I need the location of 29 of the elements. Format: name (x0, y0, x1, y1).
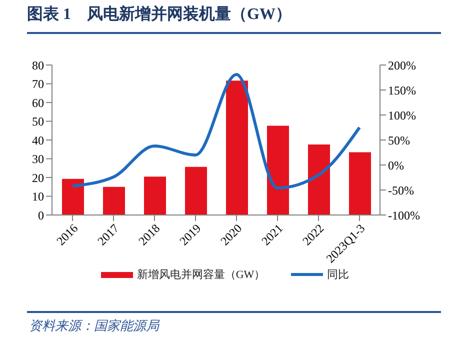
chart-title: 图表 1 风电新增并网装机量（GW） (27, 4, 292, 25)
bar (144, 176, 166, 215)
y-tick-label: 20 (32, 170, 44, 185)
y-tick-label: 40 (32, 133, 44, 148)
bar (267, 126, 289, 215)
bar (349, 152, 371, 215)
bar (308, 144, 330, 215)
y2-tick-label: 50% (388, 133, 410, 148)
bar (226, 80, 248, 215)
bar (185, 166, 207, 215)
y-tick-label: 50 (32, 114, 44, 129)
line-series (71, 73, 361, 190)
y2-tick-label: -50% (388, 183, 414, 198)
y2-tick-label: 200% (388, 58, 416, 72)
y-tick-label: 0 (38, 208, 44, 222)
y-tick-label: 60 (32, 96, 44, 110)
y2-tick-label: 100% (388, 108, 416, 122)
y-tick-label: 80 (32, 58, 44, 72)
y-tick-label: 10 (32, 190, 44, 204)
y2-tick-label: -100% (388, 208, 420, 222)
bar (62, 178, 84, 215)
legend-label: 同比 (326, 268, 350, 282)
y2-tick-label: 150% (388, 83, 416, 98)
y-tick-label: 30 (32, 152, 44, 166)
legend-label: 新增风电并网容量（GW） (136, 268, 266, 282)
y-tick-label: 70 (32, 77, 44, 92)
text: 资料来源：国家能源局 (29, 317, 159, 335)
bar (103, 186, 125, 215)
y2-tick-label: 0% (388, 158, 404, 172)
